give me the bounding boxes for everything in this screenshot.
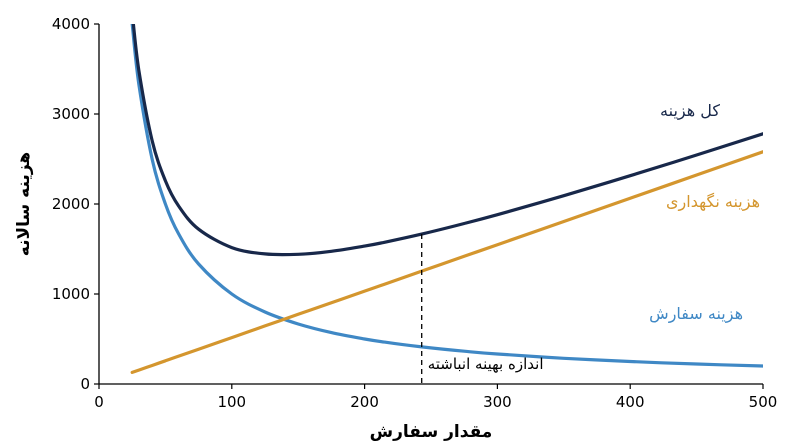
y-axis-title: هزینه سالانه <box>14 152 34 256</box>
y-tick-label: 2000 <box>52 195 90 213</box>
x-axis-title: مقدار سفارش <box>370 422 493 442</box>
x-tick-label: 300 <box>483 393 512 411</box>
y-tick-label: 3000 <box>52 105 90 123</box>
x-tick-label: 0 <box>94 393 104 411</box>
x-tick-label: 500 <box>749 393 778 411</box>
y-tick-label: 0 <box>80 375 90 393</box>
optimal-label: اندازه بهینه انباشته <box>428 355 544 373</box>
total-cost-label: کل هزینه <box>660 101 720 121</box>
series-lines <box>130 24 763 374</box>
series-labels: هزینه سفارش هزینه نگهداری کل هزینه <box>649 101 760 324</box>
y-tick-label: 1000 <box>52 285 90 303</box>
order-cost-label: هزینه سفارش <box>649 304 743 324</box>
holding-cost-label: هزینه نگهداری <box>666 192 760 212</box>
x-tick-label: 100 <box>217 393 246 411</box>
x-tick-label: 400 <box>616 393 645 411</box>
y-tick-label: 4000 <box>52 15 90 33</box>
optimal-annotation: اندازه بهینه انباشته <box>421 234 544 384</box>
axes <box>98 24 763 385</box>
order-cost-line <box>130 24 763 368</box>
x-tick-label: 200 <box>350 393 379 411</box>
total-cost-line <box>131 24 763 257</box>
holding-cost-line <box>130 150 763 374</box>
ticks: 0 100 200 300 400 500 0 1000 2000 3000 4000 <box>52 15 778 411</box>
